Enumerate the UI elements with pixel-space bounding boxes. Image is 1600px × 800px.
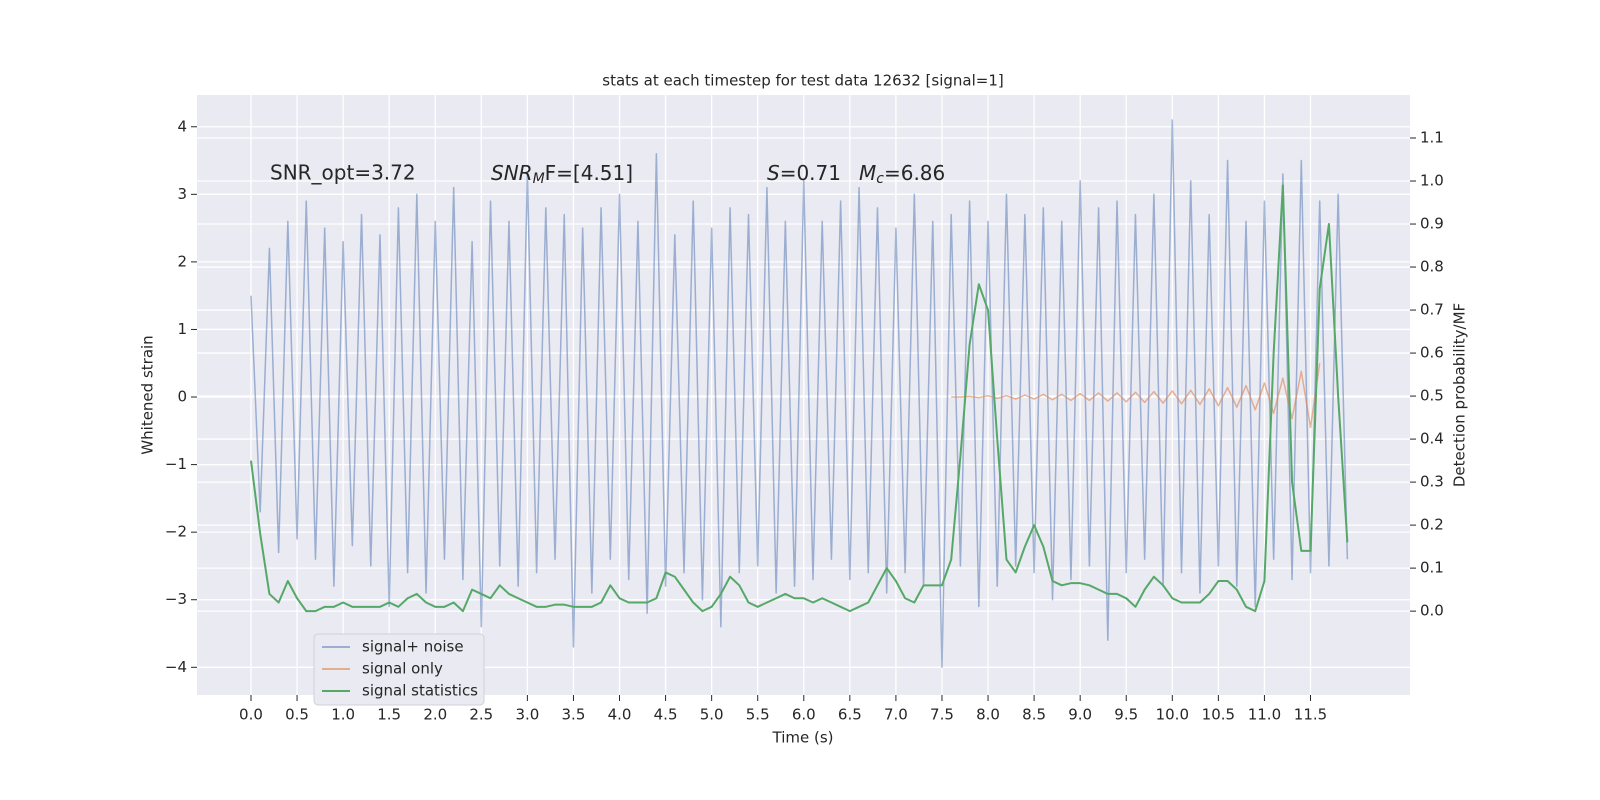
y2-tick-label: 0.3 xyxy=(1420,473,1444,491)
y-axis-label: Whitened strain xyxy=(139,335,157,454)
y2-tick-label: 0.8 xyxy=(1420,258,1444,276)
y2-tick-label: 1.0 xyxy=(1420,172,1444,190)
y2-tick-label: 0.2 xyxy=(1420,516,1444,534)
annotation: S=0.71 xyxy=(767,161,841,185)
x-tick-label: 11.5 xyxy=(1294,706,1327,724)
annotation-symbol: S xyxy=(767,161,780,185)
legend-label: signal only xyxy=(362,660,443,678)
x-tick-label: 10.0 xyxy=(1156,706,1189,724)
annotation-text: =0.71 xyxy=(780,161,841,185)
x-tick-label: 11.0 xyxy=(1248,706,1281,724)
x-tick-label: 4.5 xyxy=(654,706,678,724)
y2-tick-label: 0.0 xyxy=(1420,602,1444,620)
x-tick-label: 6.5 xyxy=(838,706,862,724)
annotation: SNR_opt=3.72 xyxy=(270,161,416,185)
x-tick-label: 5.5 xyxy=(746,706,770,724)
annotation-symbol: M xyxy=(859,161,876,185)
y-tick-label: −2 xyxy=(165,523,187,541)
y-tick-label: −1 xyxy=(165,455,187,473)
x-tick-label: 9.0 xyxy=(1068,706,1092,724)
legend-box xyxy=(313,633,485,706)
series-line xyxy=(249,184,1349,613)
annotation: Mc=6.86 xyxy=(859,161,945,188)
y-tick-label: 0 xyxy=(177,388,187,406)
annotation-subscript: c xyxy=(876,171,884,187)
annotation-text: F=[4.51] xyxy=(545,161,633,185)
y-tick-label: 4 xyxy=(177,117,187,135)
y-tick-label: 1 xyxy=(177,320,187,338)
series-line xyxy=(250,119,1349,669)
x-tick-label: 0.0 xyxy=(239,706,263,724)
y2-tick-label: 1.1 xyxy=(1420,129,1444,147)
x-tick-label: 10.5 xyxy=(1202,706,1235,724)
y-tick-label: −3 xyxy=(165,590,187,608)
x-tick-label: 7.0 xyxy=(884,706,908,724)
legend-label: signal statistics xyxy=(362,682,478,700)
annotation-subscript: M xyxy=(533,171,545,187)
x-tick-label: 8.5 xyxy=(1022,706,1046,724)
x-tick-label: 4.0 xyxy=(608,706,632,724)
y2-tick-label: 0.4 xyxy=(1420,430,1444,448)
annotation-text: =6.86 xyxy=(884,161,945,185)
y2-axis-label: Detection probability/MF xyxy=(1451,303,1469,487)
x-tick-label: 1.5 xyxy=(377,706,401,724)
x-tick-label: 2.5 xyxy=(469,706,493,724)
y-tick-label: 2 xyxy=(177,252,187,270)
annotation-symbol: SNR xyxy=(491,161,533,185)
series-line xyxy=(951,363,1321,429)
annotation: SNRMF=[4.51] xyxy=(491,161,633,188)
y-tick-label: 3 xyxy=(177,185,187,203)
x-tick-label: 3.5 xyxy=(562,706,586,724)
x-tick-label: 0.5 xyxy=(285,706,309,724)
x-tick-label: 7.5 xyxy=(930,706,954,724)
y2-tick-label: 0.5 xyxy=(1420,387,1444,405)
x-axis-label: Time (s) xyxy=(772,729,834,747)
x-tick-label: 5.0 xyxy=(700,706,724,724)
y-tick-label: −4 xyxy=(165,658,187,676)
y2-tick-label: 0.1 xyxy=(1420,559,1444,577)
x-tick-label: 3.0 xyxy=(515,706,539,724)
x-tick-label: 1.0 xyxy=(331,706,355,724)
y2-tick-label: 0.6 xyxy=(1420,344,1444,362)
y2-tick-label: 0.7 xyxy=(1420,301,1444,319)
legend-label: signal+ noise xyxy=(362,638,464,656)
x-tick-label: 8.0 xyxy=(976,706,1000,724)
x-tick-label: 9.5 xyxy=(1114,706,1138,724)
x-tick-label: 2.0 xyxy=(423,706,447,724)
y2-tick-label: 0.9 xyxy=(1420,215,1444,233)
chart-title: stats at each timestep for test data 126… xyxy=(602,72,1003,90)
x-tick-label: 6.0 xyxy=(792,706,816,724)
